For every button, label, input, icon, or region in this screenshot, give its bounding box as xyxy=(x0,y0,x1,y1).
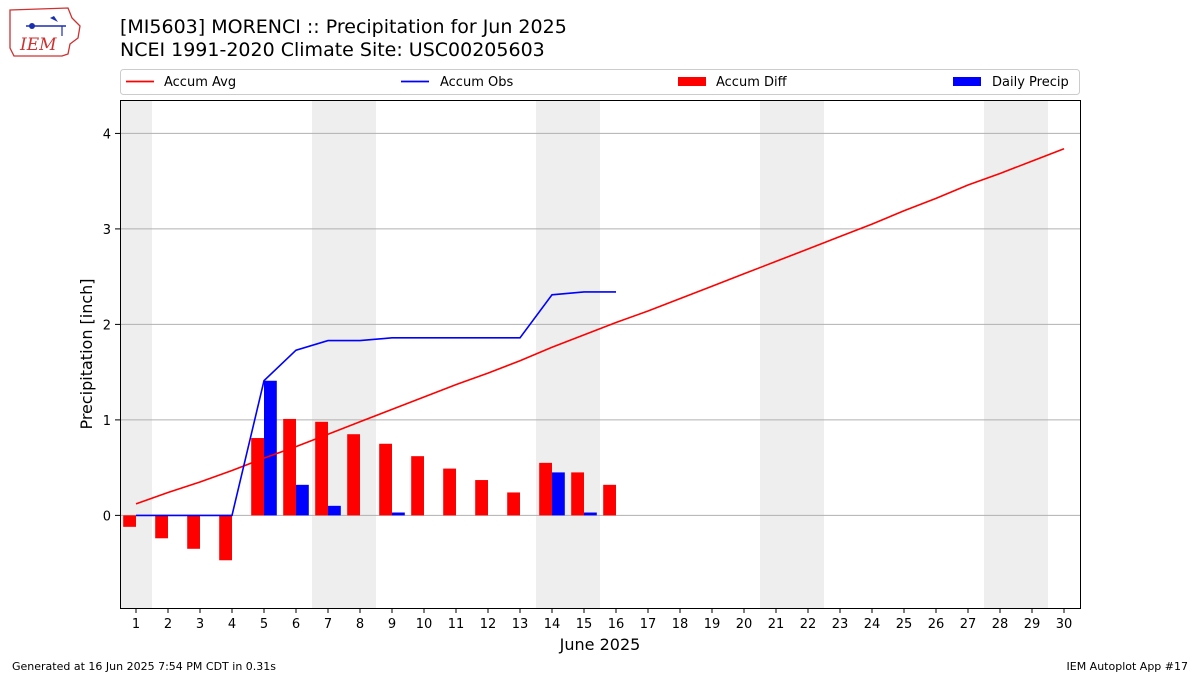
legend-label: Accum Avg xyxy=(164,75,236,90)
weekend-shading xyxy=(120,100,1048,608)
daily-precip-bar xyxy=(392,512,405,516)
x-tick-label: 30 xyxy=(1056,617,1073,632)
chart-subtitle: NCEI 1991-2020 Climate Site: USC00205603 xyxy=(120,39,545,61)
x-tick-label: 11 xyxy=(448,617,465,632)
line-marks xyxy=(135,147,1065,517)
weekend-band xyxy=(568,100,600,608)
footer-generated: Generated at 16 Jun 2025 7:54 PM CDT in … xyxy=(12,660,277,673)
accum-diff-bar xyxy=(123,515,136,527)
x-tick-label: 18 xyxy=(672,617,689,632)
iem-logo-graphic: IEM xyxy=(9,7,81,57)
x-tick-label: 15 xyxy=(576,617,593,632)
instrument-dot-icon xyxy=(29,23,35,29)
x-tick-label: 8 xyxy=(356,617,364,632)
x-tick-label: 7 xyxy=(324,617,332,632)
daily-precip-bar xyxy=(264,380,277,516)
daily-precip-bar xyxy=(552,472,565,516)
accum-diff-bar xyxy=(155,515,168,539)
legend-swatch-bar xyxy=(678,77,706,86)
x-tick-label: 4 xyxy=(228,617,236,632)
x-tick-label: 20 xyxy=(736,617,753,632)
daily-precip-bar xyxy=(328,505,341,516)
x-axis-label: June 2025 xyxy=(559,635,641,654)
y-tick-label: 2 xyxy=(103,318,111,333)
x-tick-label: 2 xyxy=(164,617,172,632)
x-tick-label: 24 xyxy=(864,617,881,632)
weekend-band xyxy=(1016,100,1048,608)
x-tick-label: 1 xyxy=(132,617,140,632)
accum-diff-bar xyxy=(251,438,264,516)
x-tick-label: 21 xyxy=(768,617,785,632)
y-tick-label: 1 xyxy=(103,414,111,429)
footer-app: IEM Autoplot App #17 xyxy=(1066,660,1189,673)
accum-diff-bar xyxy=(315,421,328,516)
legend-box xyxy=(120,69,1080,95)
y-tick-label: 3 xyxy=(103,223,111,238)
accum-diff-bar xyxy=(507,492,520,516)
accum-diff-bar xyxy=(219,515,232,561)
accum-diff-bar xyxy=(187,515,200,549)
weekend-band xyxy=(984,100,1016,608)
accum-diff-bar xyxy=(283,418,296,516)
x-tick-label: 3 xyxy=(196,617,204,632)
accum-diff-bar xyxy=(571,472,584,516)
accum-avg-line xyxy=(135,147,1065,505)
x-tick-label: 19 xyxy=(704,617,721,632)
accum-diff-bar xyxy=(603,484,616,516)
accum-diff-bar xyxy=(347,434,360,516)
accum-obs-line xyxy=(136,291,616,517)
x-tick-label: 27 xyxy=(960,617,977,632)
x-tick-label: 23 xyxy=(832,617,849,632)
weekend-band xyxy=(344,100,376,608)
x-tick-label: 6 xyxy=(292,617,300,632)
x-tick-label: 10 xyxy=(416,617,433,632)
iem-logo: IEM xyxy=(6,4,84,64)
x-tick-label: 22 xyxy=(800,617,817,632)
x-tick-label: 26 xyxy=(928,617,945,632)
weekend-band xyxy=(760,100,792,608)
legend-label: Daily Precip xyxy=(992,75,1069,90)
x-tick-label: 12 xyxy=(480,617,497,632)
legend-label: Accum Obs xyxy=(440,75,513,90)
logo-text: IEM xyxy=(19,35,57,55)
x-tick-label: 9 xyxy=(388,617,396,632)
x-tick-label: 5 xyxy=(260,617,268,632)
legend-label: Accum Diff xyxy=(716,75,788,90)
chart-title: [MI5603] MORENCI :: Precipitation for Ju… xyxy=(120,16,567,38)
weekend-band xyxy=(792,100,824,608)
x-tick-label: 29 xyxy=(1024,617,1041,632)
x-tick-label: 17 xyxy=(640,617,657,632)
x-tick-label: 14 xyxy=(544,617,561,632)
y-tick-label: 4 xyxy=(103,127,111,142)
wind-vane-icon xyxy=(50,16,58,22)
accum-diff-bar xyxy=(379,443,392,516)
accum-diff-bar xyxy=(443,468,456,516)
y-axis-label: Precipitation [inch] xyxy=(77,278,96,429)
weekend-band xyxy=(536,100,568,608)
iowa-outline-icon xyxy=(9,7,81,57)
x-tick-label: 28 xyxy=(992,617,1009,632)
weekend-band xyxy=(312,100,344,608)
plot-frame xyxy=(120,100,1081,609)
y-tick-label: 0 xyxy=(103,509,111,524)
bar-marks xyxy=(123,380,616,561)
accum-diff-bar xyxy=(539,462,552,516)
grid-lines xyxy=(120,132,1080,516)
x-tick-label: 25 xyxy=(896,617,913,632)
chart-legend: Accum Avg Accum Obs Accum Diff Daily Precip xyxy=(120,69,1080,95)
x-tick-label: 16 xyxy=(608,617,625,632)
daily-precip-bar xyxy=(296,484,309,516)
daily-precip-bar xyxy=(584,512,597,516)
accum-diff-bar xyxy=(411,456,424,516)
accum-diff-bar xyxy=(475,480,488,516)
weekend-band xyxy=(120,100,152,608)
legend-swatch-bar xyxy=(953,77,981,86)
x-tick-label: 13 xyxy=(512,617,529,632)
